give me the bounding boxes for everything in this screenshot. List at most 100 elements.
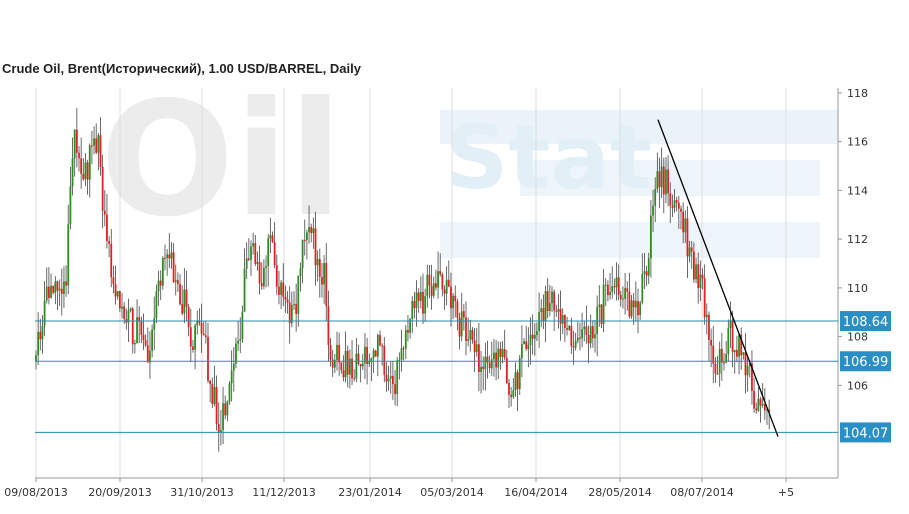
candle xyxy=(755,402,758,414)
candle-body xyxy=(321,276,323,285)
candle-body xyxy=(583,326,586,330)
candle-body xyxy=(536,331,538,335)
candle-body xyxy=(761,404,764,406)
candle-body xyxy=(230,370,233,384)
x-tick-label: 09/08/2013 xyxy=(4,486,67,499)
candle xyxy=(641,253,644,305)
candle-body xyxy=(680,208,682,212)
candle-body xyxy=(78,152,80,159)
candle-body xyxy=(364,346,366,364)
candle xyxy=(136,299,138,344)
candle xyxy=(336,331,338,371)
candle xyxy=(413,291,416,319)
candle-body xyxy=(615,277,618,288)
candle-body xyxy=(632,300,635,308)
candle-body xyxy=(671,205,674,208)
candle xyxy=(564,314,566,343)
candle xyxy=(217,402,220,452)
candle xyxy=(385,361,388,392)
candle xyxy=(615,262,618,301)
candle-body xyxy=(594,334,596,339)
candle xyxy=(271,231,274,243)
candle-body xyxy=(516,372,519,390)
candle xyxy=(673,189,676,213)
candle-body xyxy=(280,282,282,295)
candle-body xyxy=(469,330,472,340)
candle-body xyxy=(271,235,274,242)
candle xyxy=(594,320,596,353)
candle xyxy=(645,265,648,287)
candle xyxy=(177,272,179,293)
candle-body xyxy=(142,334,145,341)
candle xyxy=(757,387,760,412)
candle xyxy=(690,241,693,269)
candle-body xyxy=(151,329,153,351)
candle xyxy=(647,252,650,285)
trendline xyxy=(657,119,779,437)
candle xyxy=(589,314,592,349)
candle-body xyxy=(460,311,463,337)
candle xyxy=(693,242,695,283)
candle-body xyxy=(202,333,205,336)
candle-body xyxy=(290,305,293,324)
candle-body xyxy=(45,286,48,301)
candle-body xyxy=(189,327,192,347)
candle xyxy=(211,377,214,408)
candle-body xyxy=(503,349,506,358)
candle-body xyxy=(75,129,78,153)
candle xyxy=(624,273,626,315)
candle-body xyxy=(435,283,437,288)
candle xyxy=(712,325,715,384)
candle-body xyxy=(263,267,265,287)
candle-body xyxy=(149,350,151,363)
candle-body xyxy=(258,262,261,284)
candle-body xyxy=(282,282,285,297)
candle xyxy=(202,321,205,336)
candle-body xyxy=(69,186,72,225)
candle xyxy=(525,325,528,352)
candle-body xyxy=(329,344,332,360)
candle-body xyxy=(716,373,719,375)
candle-body xyxy=(368,361,371,364)
candle-body xyxy=(134,343,136,345)
candle-body xyxy=(658,171,661,188)
candle-body xyxy=(374,350,377,357)
candle-body xyxy=(101,166,104,211)
candle-body xyxy=(359,363,362,367)
candle-body xyxy=(269,235,272,239)
candle-body xyxy=(589,326,592,344)
candle xyxy=(228,381,231,405)
candle-body xyxy=(746,366,749,376)
candle xyxy=(553,289,556,331)
candle-body xyxy=(73,129,76,159)
candle-body xyxy=(99,135,102,167)
y-tick-label: 112 xyxy=(847,233,868,246)
candle xyxy=(581,312,583,348)
candle xyxy=(607,280,609,302)
candle xyxy=(475,327,478,357)
candle-body xyxy=(748,363,751,367)
candle xyxy=(295,283,298,332)
candle-body xyxy=(157,280,160,292)
candle-body xyxy=(587,335,590,344)
candle-body xyxy=(508,383,510,395)
candle xyxy=(342,355,345,382)
y-tick-label: 116 xyxy=(847,136,868,149)
candle xyxy=(396,357,399,407)
candle xyxy=(351,340,353,385)
candle xyxy=(318,248,321,298)
candle xyxy=(353,369,356,382)
candle xyxy=(179,274,181,306)
candle xyxy=(247,238,250,262)
candle-body xyxy=(484,356,487,370)
candle-body xyxy=(118,291,121,309)
candle xyxy=(37,312,40,366)
candle xyxy=(419,276,422,309)
candle-body xyxy=(228,383,231,402)
candle-body xyxy=(407,330,409,333)
candle-body xyxy=(432,283,435,296)
candle xyxy=(376,333,379,377)
candle-body xyxy=(400,348,403,360)
candle xyxy=(510,387,513,407)
candle-body xyxy=(456,301,459,318)
